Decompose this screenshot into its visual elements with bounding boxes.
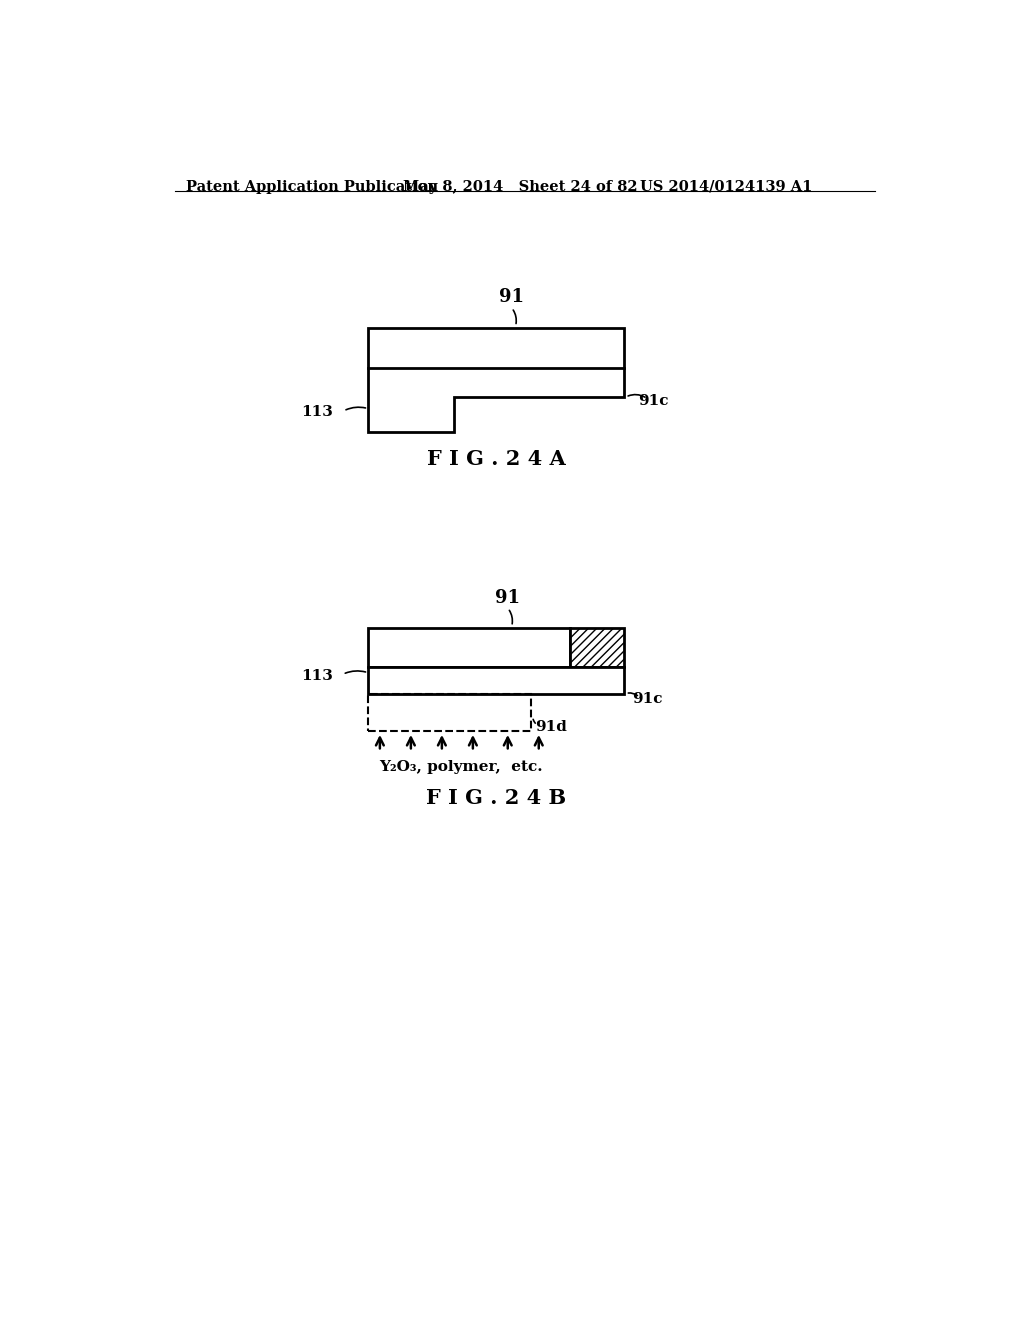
Text: 91: 91 — [496, 589, 520, 607]
Text: May 8, 2014   Sheet 24 of 82: May 8, 2014 Sheet 24 of 82 — [403, 180, 638, 194]
Polygon shape — [369, 327, 624, 432]
Text: US 2014/0124139 A1: US 2014/0124139 A1 — [640, 180, 812, 194]
Text: 91c: 91c — [638, 393, 669, 408]
Text: 91c: 91c — [632, 692, 663, 706]
Bar — [369, 628, 569, 667]
Bar — [569, 628, 624, 667]
Text: 91: 91 — [499, 288, 524, 306]
Bar — [369, 667, 624, 693]
Text: Y₂O₃, polymer,  etc.: Y₂O₃, polymer, etc. — [380, 760, 543, 774]
Bar — [369, 693, 531, 730]
Text: 113: 113 — [301, 669, 334, 682]
Text: F I G . 2 4 B: F I G . 2 4 B — [426, 788, 566, 808]
Text: 91d: 91d — [535, 721, 566, 734]
Text: F I G . 2 4 A: F I G . 2 4 A — [427, 449, 565, 469]
Text: Patent Application Publication: Patent Application Publication — [186, 180, 438, 194]
Text: 113: 113 — [301, 405, 334, 420]
